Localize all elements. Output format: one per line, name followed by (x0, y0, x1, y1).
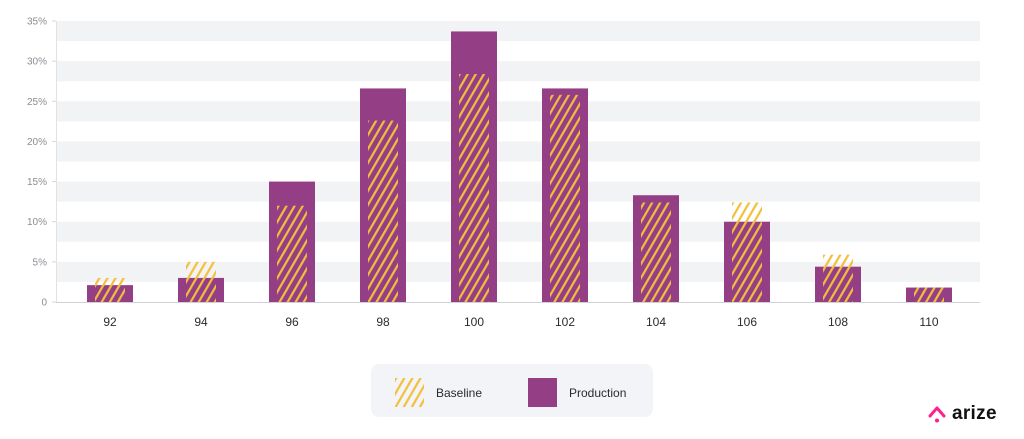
bar-group-100[interactable] (451, 31, 497, 303)
baseline-bar[interactable] (550, 94, 580, 302)
x-tick-label: 104 (646, 315, 666, 329)
x-tick-label: 98 (376, 315, 390, 329)
y-tick-label: 5% (33, 257, 48, 268)
arize-logo: arize (928, 403, 997, 425)
x-tick-label: 110 (919, 315, 938, 329)
x-tick-label: 100 (464, 315, 484, 329)
baseline-hatch-swatch-icon (395, 378, 424, 407)
grid-bands (57, 21, 980, 282)
bar-group-92[interactable] (87, 277, 133, 302)
legend-item-production[interactable]: Production (528, 378, 626, 407)
x-tick-label: 96 (285, 315, 299, 329)
bar-group-108[interactable] (815, 254, 861, 302)
bar-group-94[interactable] (178, 261, 224, 302)
x-tick-label: 102 (555, 315, 575, 329)
x-axis-ticks: 92 94 96 98 100 102 104 106 108 110 (103, 315, 939, 329)
arize-logo-icon (928, 406, 946, 423)
bar-group-98[interactable] (360, 88, 406, 302)
arize-logo-text: arize (952, 403, 997, 424)
production-solid-swatch-icon (528, 378, 557, 407)
bar-chart: 0 5% 10% 15% 20% 25% 30% 35% 92 94 96 98 100 102 104 1… (27, 17, 980, 329)
bar-group-96[interactable] (269, 181, 315, 302)
y-tick-label: 25% (27, 97, 47, 108)
x-tick-label: 92 (103, 315, 117, 329)
baseline-bar[interactable] (459, 73, 489, 302)
baseline-bar[interactable] (732, 202, 762, 302)
y-tick-label: 30% (27, 57, 47, 68)
baseline-bar[interactable] (95, 277, 125, 302)
y-tick-label: 10% (27, 217, 47, 228)
bar-group-110[interactable] (906, 287, 952, 302)
bar-group-104[interactable] (633, 195, 679, 302)
grid-band (57, 221, 980, 242)
y-tick-label: 15% (27, 177, 47, 188)
legend-item-baseline[interactable]: Baseline (395, 378, 482, 407)
grid-band (57, 101, 980, 122)
bar-group-106[interactable] (724, 202, 770, 302)
legend: Baseline Production (371, 364, 653, 417)
x-tick-label: 108 (828, 315, 848, 329)
x-tick-label: 106 (737, 315, 757, 329)
y-tick-label: 0 (41, 298, 47, 309)
bar-group-102[interactable] (542, 88, 588, 302)
baseline-bar[interactable] (641, 202, 671, 302)
bars (87, 31, 952, 303)
legend-label-baseline: Baseline (436, 385, 483, 400)
grid-band (57, 21, 980, 42)
y-tick-label: 35% (27, 17, 47, 28)
baseline-bar[interactable] (277, 205, 307, 302)
baseline-bar[interactable] (914, 287, 944, 302)
baseline-bar[interactable] (823, 254, 853, 302)
y-axis-ticks: 0 5% 10% 15% 20% 25% 30% 35% (27, 17, 56, 309)
grid-band (57, 61, 980, 82)
legend-label-production: Production (569, 385, 627, 400)
baseline-bar[interactable] (186, 261, 216, 302)
grid-band (57, 141, 980, 162)
y-tick-label: 20% (27, 137, 47, 148)
grid-band (57, 181, 980, 202)
x-tick-label: 94 (194, 315, 208, 329)
baseline-bar[interactable] (368, 120, 398, 302)
